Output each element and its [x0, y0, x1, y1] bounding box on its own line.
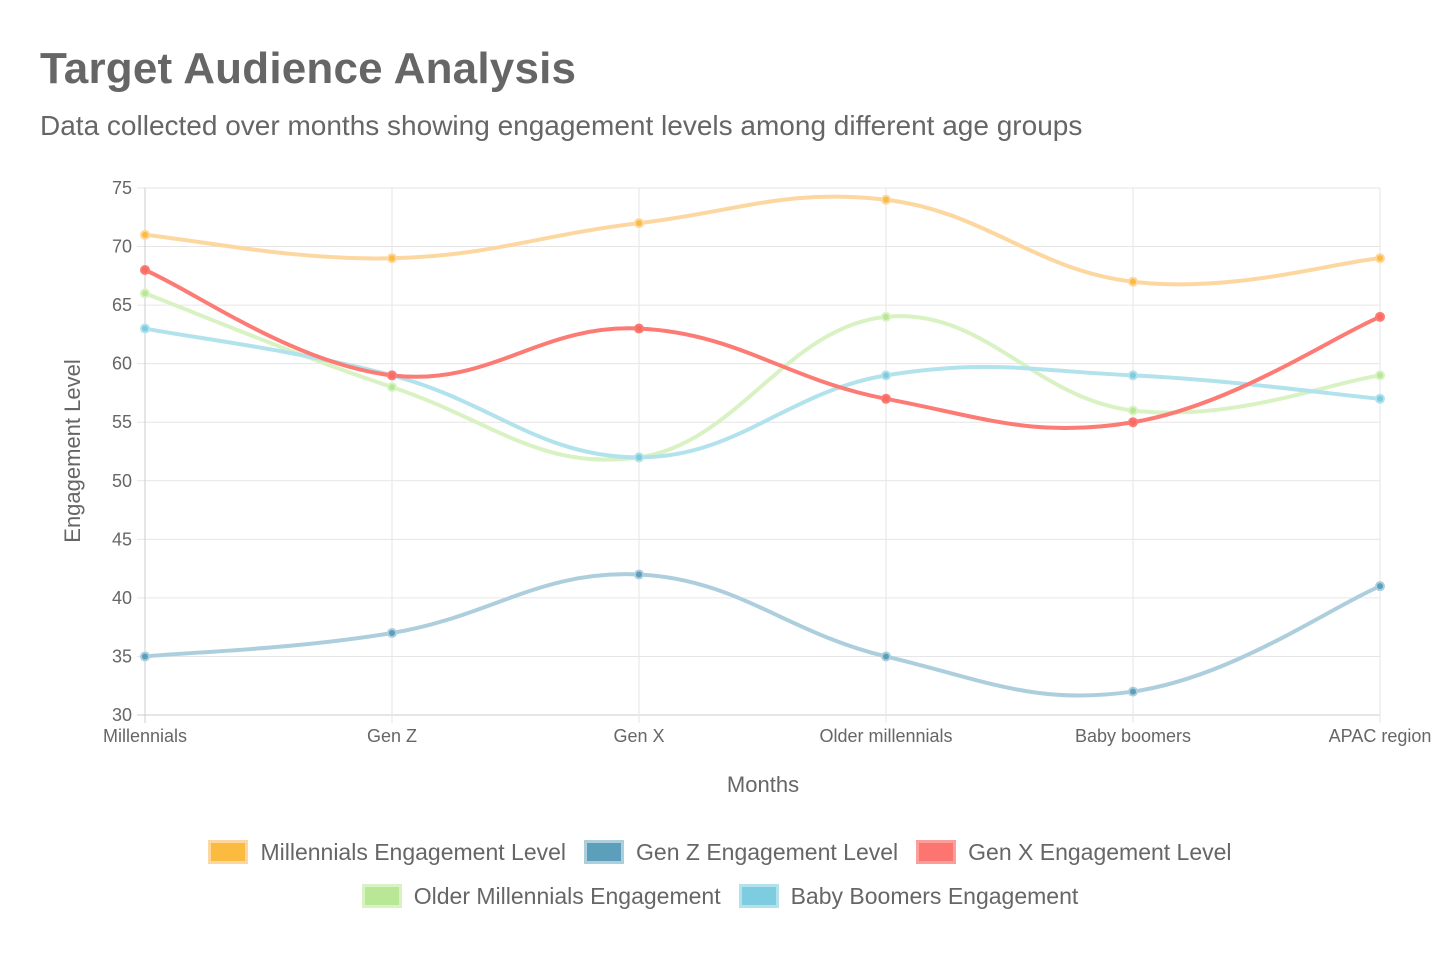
series-line [143, 267, 1382, 431]
data-point [634, 218, 644, 229]
series-points [140, 194, 1385, 697]
y-tick-label: 60 [112, 354, 132, 374]
x-tick-label: Gen X [613, 726, 664, 746]
data-point [387, 370, 397, 381]
data-point [1128, 686, 1138, 697]
x-tick-label: Baby boomers [1075, 726, 1191, 746]
legend-label: Older Millennials Engagement [413, 882, 721, 909]
y-axis-title: Engagement Level [60, 359, 85, 542]
y-tick-label: 55 [112, 412, 132, 432]
data-point [140, 323, 150, 334]
legend-swatch [916, 840, 957, 864]
y-tick-label: 70 [112, 237, 132, 257]
legend-item[interactable]: Gen X Engagement Level [916, 838, 1232, 866]
legend-swatch [361, 884, 402, 908]
data-point [387, 253, 397, 264]
y-tick-label: 50 [112, 471, 132, 491]
data-point [140, 651, 150, 662]
legend-label: Millennials Engagement Level [260, 838, 567, 865]
x-axis-title: Months [727, 772, 799, 797]
data-point [1128, 370, 1138, 381]
legend-row: Millennials Engagement Level Gen Z Engage… [0, 830, 1440, 874]
data-point [1375, 393, 1385, 404]
y-axis-ticks: 30 35 40 45 50 55 60 65 70 75 [112, 178, 132, 725]
y-tick-label: 45 [112, 529, 132, 549]
series-line [143, 194, 1382, 287]
legend-swatch [584, 840, 625, 864]
legend-item[interactable]: Older Millennials Engagement [361, 882, 721, 910]
data-point [387, 382, 397, 393]
grid [137, 187, 1381, 723]
data-point [881, 311, 891, 322]
x-tick-label: APAC region [1329, 726, 1432, 746]
x-tick-label: Gen Z [367, 726, 417, 746]
y-tick-label: 40 [112, 588, 132, 608]
x-tick-label: Millennials [103, 726, 187, 746]
x-tick-label: Older millennials [819, 726, 952, 746]
legend-label: Gen Z Engagement Level [636, 838, 899, 865]
data-point [1128, 276, 1138, 287]
data-point [881, 194, 891, 205]
data-point [1375, 581, 1385, 592]
legend-swatch [738, 884, 779, 908]
data-point [140, 264, 150, 275]
legend-swatch [208, 840, 249, 864]
data-point [881, 393, 891, 404]
legend-label: Baby Boomers Engagement [790, 882, 1079, 909]
y-tick-label: 65 [112, 295, 132, 315]
y-tick-label: 35 [112, 646, 132, 666]
line-chart: 30 35 40 45 50 55 60 65 70 75 Millennials Gen Z Gen… [60, 178, 1431, 797]
series-line [143, 326, 1382, 460]
data-point [634, 323, 644, 334]
data-point [881, 651, 891, 662]
data-point [634, 569, 644, 580]
legend: Millennials Engagement Level Gen Z Engage… [0, 830, 1440, 918]
data-point [1128, 405, 1138, 416]
data-point [387, 628, 397, 639]
data-point [881, 370, 891, 381]
data-point [1128, 417, 1138, 428]
series-line [143, 572, 1382, 698]
page-title: Target Audience Analysis [40, 44, 577, 93]
legend-row: Older Millennials Engagement Baby Boomers… [0, 874, 1440, 918]
data-point [634, 452, 644, 463]
data-point [1375, 370, 1385, 381]
data-point [140, 288, 150, 299]
legend-item[interactable]: Millennials Engagement Level [208, 839, 566, 866]
legend-item[interactable]: Gen Z Engagement Level [584, 839, 898, 866]
data-point [1375, 253, 1385, 264]
legend-label: Gen X Engagement Level [968, 838, 1232, 865]
data-point [140, 229, 150, 240]
data-point [1375, 311, 1385, 322]
series-line [143, 291, 1382, 462]
series-lines [143, 194, 1382, 698]
y-tick-label: 30 [112, 705, 132, 725]
page-subtitle: Data collected over months showing engag… [40, 110, 1083, 141]
y-tick-label: 75 [112, 178, 132, 198]
x-axis-ticks: Millennials Gen Z Gen X Older millennials Ba… [103, 726, 1431, 746]
legend-item[interactable]: Baby Boomers Engagement [738, 882, 1079, 910]
